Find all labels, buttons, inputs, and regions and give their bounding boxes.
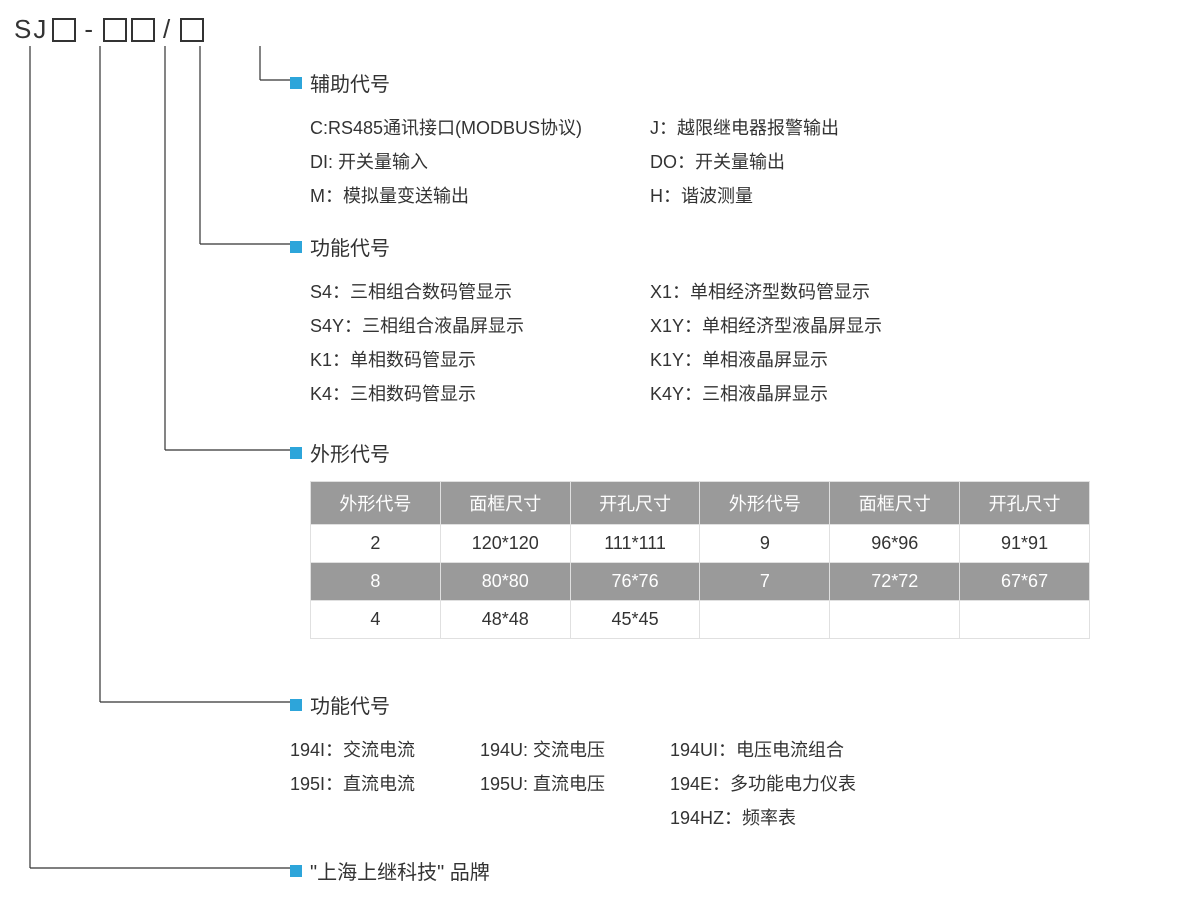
section-shape-header: 外形代号 <box>290 438 1140 467</box>
func2-list: 194I：交流电流 194U: 交流电压 194UI：电压电流组合 195I：直… <box>290 733 1140 835</box>
table-header-cell: 开孔尺寸 <box>570 482 700 525</box>
section-func-header: 功能代号 <box>290 232 1140 261</box>
code-box-2 <box>103 18 127 42</box>
func2-item <box>480 801 650 835</box>
dimension-table: 外形代号面框尺寸开孔尺寸外形代号面框尺寸开孔尺寸 2120*120111*111… <box>310 481 1090 639</box>
section-aux-title: 辅助代号 <box>310 68 390 97</box>
section-func-title: 功能代号 <box>310 232 390 261</box>
func-item: K4Y：三相液晶屏显示 <box>650 377 1140 411</box>
table-cell: 9 <box>700 525 830 563</box>
table-cell: 96*96 <box>830 525 960 563</box>
section-brand-title: "上海上继科技" 品牌 <box>310 856 490 885</box>
func2-item: 194I：交流电流 <box>290 733 460 767</box>
code-dash: - <box>84 14 95 45</box>
code-slash: / <box>163 14 172 45</box>
func-list: S4：三相组合数码管显示 X1：单相经济型数码管显示 S4Y：三相组合液晶屏显示… <box>310 275 1140 411</box>
func-item: S4：三相组合数码管显示 <box>310 275 620 309</box>
table-cell <box>960 601 1090 639</box>
section-func2: 功能代号 194I：交流电流 194U: 交流电压 194UI：电压电流组合 1… <box>290 690 1140 835</box>
table-cell: 7 <box>700 563 830 601</box>
section-shape: 外形代号 外形代号面框尺寸开孔尺寸外形代号面框尺寸开孔尺寸 2120*12011… <box>290 438 1140 639</box>
table-cell: 67*67 <box>960 563 1090 601</box>
table-cell: 72*72 <box>830 563 960 601</box>
table-header-cell: 开孔尺寸 <box>960 482 1090 525</box>
model-code: SJ - / <box>14 14 204 45</box>
code-box-1 <box>52 18 76 42</box>
table-cell <box>700 601 830 639</box>
section-shape-title: 外形代号 <box>310 438 390 467</box>
func-item: K1：单相数码管显示 <box>310 343 620 377</box>
code-prefix: SJ <box>14 14 48 45</box>
table-cell <box>830 601 960 639</box>
func-item: X1：单相经济型数码管显示 <box>650 275 1140 309</box>
table-header-cell: 外形代号 <box>311 482 441 525</box>
func-item: S4Y：三相组合液晶屏显示 <box>310 309 620 343</box>
table-row: 448*4845*45 <box>311 601 1090 639</box>
bullet-icon <box>290 699 302 711</box>
table-cell: 4 <box>311 601 441 639</box>
table-cell: 91*91 <box>960 525 1090 563</box>
func2-item: 195U: 直流电压 <box>480 767 650 801</box>
section-func2-header: 功能代号 <box>290 690 1140 719</box>
table-header-row: 外形代号面框尺寸开孔尺寸外形代号面框尺寸开孔尺寸 <box>311 482 1090 525</box>
func2-item: 194U: 交流电压 <box>480 733 650 767</box>
table-cell: 111*111 <box>570 525 700 563</box>
func2-item: 194E：多功能电力仪表 <box>670 767 900 801</box>
section-func: 功能代号 S4：三相组合数码管显示 X1：单相经济型数码管显示 S4Y：三相组合… <box>290 232 1140 411</box>
func-item: X1Y：单相经济型液晶屏显示 <box>650 309 1140 343</box>
func-item: K4：三相数码管显示 <box>310 377 620 411</box>
bullet-icon <box>290 865 302 877</box>
section-brand: "上海上继科技" 品牌 <box>290 856 1140 885</box>
func2-item: 194UI：电压电流组合 <box>670 733 900 767</box>
table-cell: 80*80 <box>440 563 570 601</box>
table-row: 2120*120111*111996*9691*91 <box>311 525 1090 563</box>
code-box-4 <box>180 18 204 42</box>
bullet-icon <box>290 77 302 89</box>
table-cell: 8 <box>311 563 441 601</box>
table-header-cell: 面框尺寸 <box>440 482 570 525</box>
table-header-cell: 面框尺寸 <box>830 482 960 525</box>
table-row: 880*8076*76772*7267*67 <box>311 563 1090 601</box>
func2-item: 194HZ：频率表 <box>670 801 900 835</box>
section-func2-title: 功能代号 <box>310 690 390 719</box>
table-cell: 76*76 <box>570 563 700 601</box>
func-item: K1Y：单相液晶屏显示 <box>650 343 1140 377</box>
section-aux-header: 辅助代号 <box>290 68 1140 97</box>
bullet-icon <box>290 241 302 253</box>
section-brand-header: "上海上继科技" 品牌 <box>290 856 1140 885</box>
aux-item: H：谐波测量 <box>650 179 1140 213</box>
section-aux: 辅助代号 C:RS485通讯接口(MODBUS协议) J：越限继电器报警输出 D… <box>290 68 1140 213</box>
table-header-cell: 外形代号 <box>700 482 830 525</box>
aux-item: M：模拟量变送输出 <box>310 179 620 213</box>
table-cell: 120*120 <box>440 525 570 563</box>
aux-item: C:RS485通讯接口(MODBUS协议) <box>310 111 620 145</box>
aux-item: DO：开关量输出 <box>650 145 1140 179</box>
aux-item: DI: 开关量输入 <box>310 145 620 179</box>
aux-list: C:RS485通讯接口(MODBUS协议) J：越限继电器报警输出 DI: 开关… <box>310 111 1140 213</box>
aux-item: J：越限继电器报警输出 <box>650 111 1140 145</box>
func2-item <box>290 801 460 835</box>
table-cell: 2 <box>311 525 441 563</box>
bullet-icon <box>290 447 302 459</box>
func2-item: 195I：直流电流 <box>290 767 460 801</box>
code-box-3 <box>131 18 155 42</box>
table-cell: 48*48 <box>440 601 570 639</box>
table-cell: 45*45 <box>570 601 700 639</box>
